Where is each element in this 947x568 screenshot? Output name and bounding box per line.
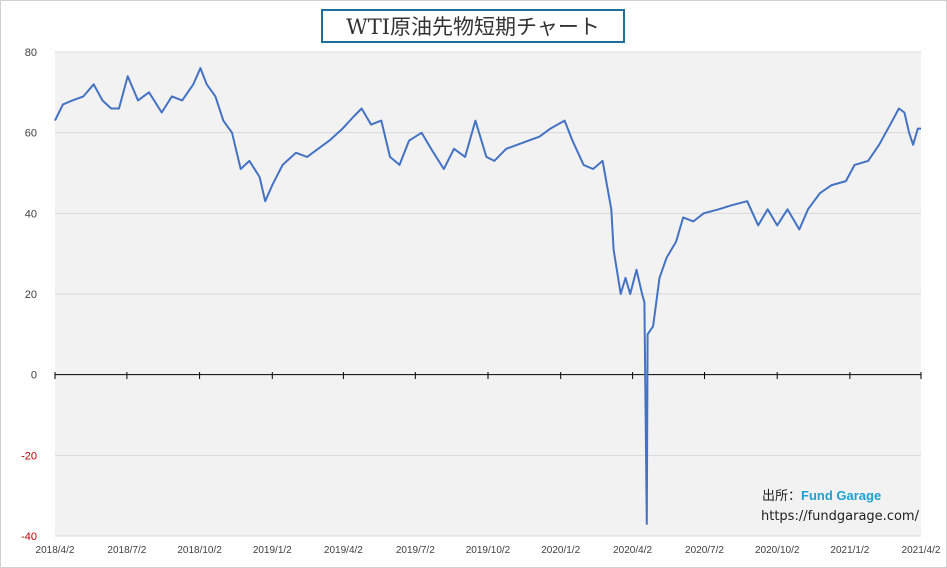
x-tick-label: 2019/4/2 (324, 545, 363, 556)
source-brand: Fund Garage (801, 488, 882, 503)
x-tick-label: 2018/4/2 (36, 545, 75, 556)
chart-title: WTI原油先物短期チャート (346, 15, 600, 39)
y-tick-label: -20 (21, 450, 37, 462)
x-tick-label: 2020/7/2 (685, 545, 724, 556)
series-group (54, 67, 921, 525)
y-tick-label: 20 (25, 289, 37, 301)
x-tick-label: 2018/10/2 (177, 545, 222, 556)
x-tick-label: 2019/1/2 (253, 545, 292, 556)
source-credit: 出所：Fund Garage (762, 485, 881, 504)
x-tick-label: 2019/7/2 (396, 545, 435, 556)
source-url: https://fundgarage.com/ (761, 509, 919, 524)
y-tick-label: 0 (31, 370, 37, 382)
y-tick-label: 60 (25, 128, 37, 140)
source-prefix: 出所： (762, 489, 802, 504)
y-tick-label: 80 (25, 47, 37, 59)
chart-title-box: WTI原油先物短期チャート (321, 9, 625, 43)
x-axis-ticks: 2018/4/2 2018/7/2 2018/10/2 2019/1/2 2019/4/… (36, 372, 941, 556)
x-tick-label: 2019/10/2 (466, 545, 511, 556)
x-tick-label: 2021/1/2 (830, 545, 869, 556)
x-tick-label: 2020/1/2 (541, 545, 580, 556)
series-line (54, 67, 921, 525)
y-tick-label: 40 (25, 208, 37, 220)
x-tick-label: 2020/4/2 (613, 545, 652, 556)
x-tick-label: 2021/4/2 (902, 545, 941, 556)
grid-lines (55, 51, 921, 537)
y-tick-label: -40 (21, 531, 37, 543)
x-tick-label: 2018/7/2 (107, 545, 146, 556)
x-tick-label: 2020/10/2 (755, 545, 800, 556)
y-axis-ticks: -40 -20 0 20 40 60 80 (21, 47, 37, 543)
